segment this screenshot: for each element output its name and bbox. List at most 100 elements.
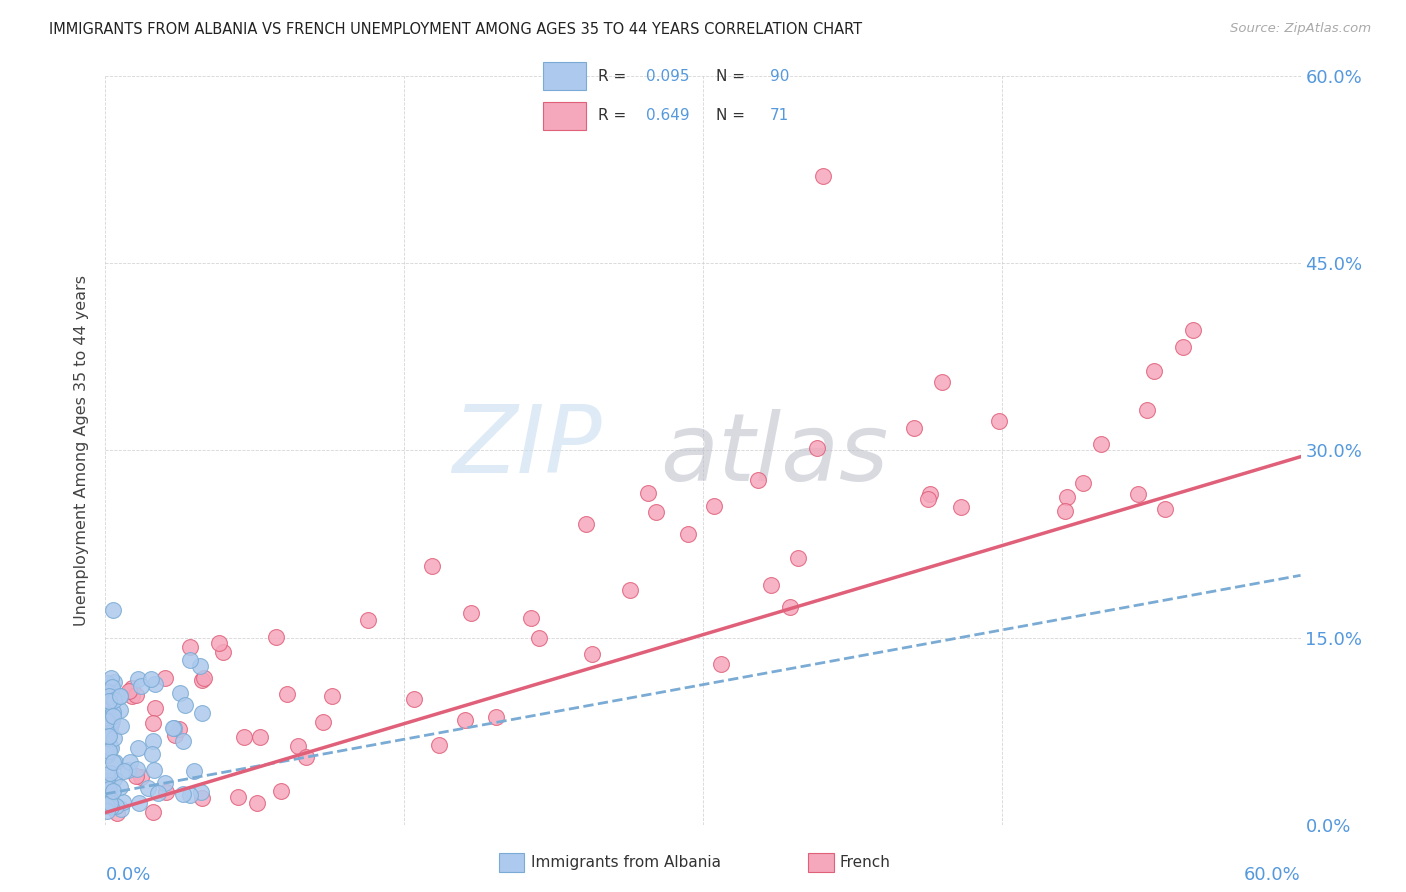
Point [1126,487,1149,501]
Point [104,755,127,769]
Point [357,613,380,627]
Point [703,499,725,513]
Point [101,714,124,728]
Point [103,731,125,745]
Point [98,721,121,735]
Point [321,690,343,704]
Point [125,688,148,702]
Point [108,780,131,794]
Point [266,630,288,644]
Point [121,690,143,704]
Y-axis label: Unemployment Among Ages 35 to 44 years: Unemployment Among Ages 35 to 44 years [75,275,90,626]
Text: French: French [839,855,890,870]
Point [211,645,233,659]
Text: 0.095: 0.095 [647,69,689,84]
Point [96,774,118,789]
Point [287,739,309,754]
Point [645,505,668,519]
Text: 0.0%: 0.0% [105,866,150,884]
Point [527,631,550,645]
Point [98,744,121,758]
Point [172,787,194,801]
Point [98,698,121,712]
Point [101,684,124,698]
Point [485,710,508,724]
Point [232,730,254,744]
Point [97,684,120,698]
Text: 71: 71 [770,108,789,123]
Point [97,694,120,708]
Point [97,782,120,797]
Point [148,786,170,800]
Point [193,671,215,685]
Point [191,790,214,805]
Point [96,747,118,762]
Point [125,769,148,783]
Point [103,674,125,689]
Point [143,677,166,691]
Point [127,673,149,687]
Point [103,603,125,617]
Point [101,708,124,723]
Point [270,784,292,798]
Point [903,421,925,435]
Point [125,763,148,777]
Point [100,741,122,756]
Point [179,640,201,655]
Point [98,766,121,780]
Point [581,647,603,661]
Point [120,756,142,770]
Point [98,787,121,801]
Point [183,764,205,778]
Point [105,799,128,814]
Point [931,375,953,389]
Point [1153,502,1175,516]
Text: 90: 90 [770,69,789,84]
Point [174,698,197,713]
Text: ZIP: ZIP [451,401,602,492]
Point [806,441,828,455]
Point [100,717,122,731]
Point [142,733,165,747]
FancyBboxPatch shape [543,62,586,90]
Point [246,797,269,811]
Point [96,804,118,818]
Point [96,676,118,690]
Point [141,747,163,762]
Point [108,689,131,703]
Point [110,802,132,816]
Point [228,790,250,805]
Point [101,706,124,720]
Point [155,776,177,790]
Point [619,582,641,597]
Point [427,738,450,752]
Point [779,599,801,614]
Point [142,716,165,731]
Text: atlas: atlas [661,409,889,500]
Point [179,789,201,803]
Point [97,799,120,814]
Point [949,500,972,515]
Point [169,686,191,700]
Point [190,706,212,721]
Point [127,740,149,755]
Point [96,714,118,728]
Point [105,805,128,820]
Point [747,473,769,487]
Text: N =: N = [716,69,745,84]
Point [129,679,152,693]
Point [96,799,118,814]
Point [112,795,135,809]
Point [519,610,541,624]
Point [249,731,271,745]
Point [101,680,124,694]
Point [295,750,318,764]
Point [1071,476,1094,491]
Point [167,723,190,737]
Point [129,770,152,784]
Point [98,739,121,754]
Point [112,764,135,778]
Point [98,796,121,810]
Point [1182,323,1205,337]
Point [97,778,120,792]
